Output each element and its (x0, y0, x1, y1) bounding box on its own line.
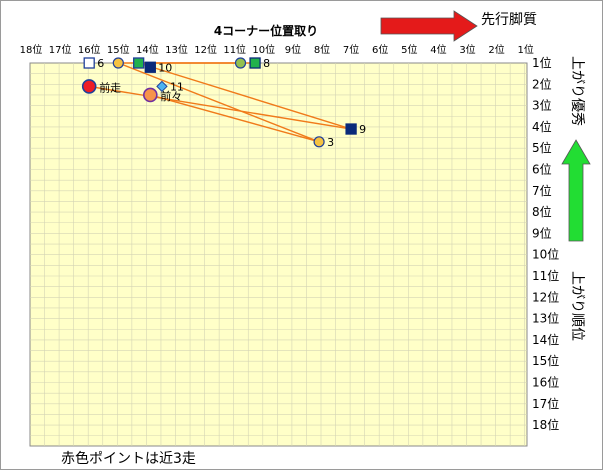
point-label: 11 (170, 80, 184, 93)
point-square (249, 57, 261, 69)
y-tick-label: 1位 (532, 55, 552, 70)
red-arrow-icon (380, 10, 478, 42)
point-square (144, 61, 156, 73)
y-tick-label: 6位 (532, 162, 552, 177)
x-tick-label: 14位 (136, 43, 159, 56)
x-tick-label: 2位 (488, 43, 504, 56)
x-tick-label: 7位 (343, 43, 359, 56)
x-tick-label: 12位 (194, 43, 217, 56)
x-tick-labels: 18位 17位 16位 15位 14位 13位 12位 11位 10位 9位 8位 7位 6位 5位 4位 3… (20, 43, 534, 56)
y-tick-label: 18位 (532, 417, 559, 432)
x-tick-label: 15位 (107, 43, 130, 56)
x-tick-label: 8位 (314, 43, 330, 56)
point-recent-race (81, 79, 97, 94)
connector-lines (89, 62, 352, 143)
point-square (83, 57, 95, 69)
point-diamond (156, 80, 168, 93)
y-tick-label: 17位 (532, 396, 559, 411)
point-label: 10 (158, 61, 172, 74)
point-square (133, 57, 145, 69)
x-tick-label: 3位 (459, 43, 475, 56)
x-tick-label: 17位 (49, 43, 72, 56)
y-tick-label: 14位 (532, 332, 559, 347)
point-label: 前走 (99, 80, 121, 94)
x-tick-label: 10位 (252, 43, 275, 56)
point-label: 3 (327, 136, 334, 149)
connector-line (118, 62, 320, 143)
y-tick-label: 5位 (532, 140, 552, 155)
chart-title: 4コーナー位置取り (214, 23, 318, 38)
y-tick-label: 9位 (532, 225, 552, 240)
point-recent-race (143, 87, 158, 103)
x-tick-label: 4位 (430, 43, 446, 56)
y-tick-label: 8位 (532, 204, 552, 219)
point-circle (234, 57, 247, 69)
y-tick-labels: 1位 2位 3位 4位 5位 6位 7位 8位 9位 10位 11位 12位 13位 14位 15位 16位 1… (532, 55, 559, 432)
y-axis-label-top: 上がり優秀 (569, 56, 585, 126)
point-label: 前々 (160, 89, 182, 103)
y-tick-label: 7位 (532, 183, 552, 198)
x-tick-label: 18位 (20, 43, 43, 56)
x-tick-label: 5位 (401, 43, 417, 56)
x-tick-label: 9位 (285, 43, 301, 56)
x-tick-label: 11位 (223, 43, 246, 56)
y-tick-label: 11位 (532, 268, 559, 283)
y-tick-label: 2位 (532, 76, 552, 91)
x-tick-label: 16位 (78, 43, 101, 56)
x-tick-label: 6位 (372, 43, 388, 56)
x-tick-label: 1位 (518, 43, 534, 56)
connector-line (150, 94, 320, 143)
point-label: 9 (359, 123, 366, 136)
y-tick-label: 10位 (532, 247, 559, 262)
point-label: 8 (263, 57, 270, 70)
connector-line (138, 62, 352, 130)
point-circle (313, 136, 325, 148)
y-tick-label: 3位 (532, 98, 552, 113)
x-tick-label: 13位 (165, 43, 188, 56)
x-axis-label: 先行脚質 (481, 12, 537, 28)
y-tick-label: 15位 (532, 353, 559, 368)
y-tick-label: 13位 (532, 311, 559, 326)
y-tick-label: 4位 (532, 119, 552, 134)
point-square (345, 123, 357, 135)
green-arrow-icon (561, 139, 591, 242)
y-tick-label: 16位 (532, 375, 559, 390)
connector-line (89, 85, 352, 130)
y-tick-label: 12位 (532, 289, 559, 304)
point-circle (112, 57, 124, 69)
grid (30, 63, 527, 446)
footnote: 赤色ポイントは近3走 (61, 450, 196, 467)
y-axis-label-bottom: 上がり順位 (569, 271, 585, 341)
point-label: 6 (97, 57, 104, 70)
